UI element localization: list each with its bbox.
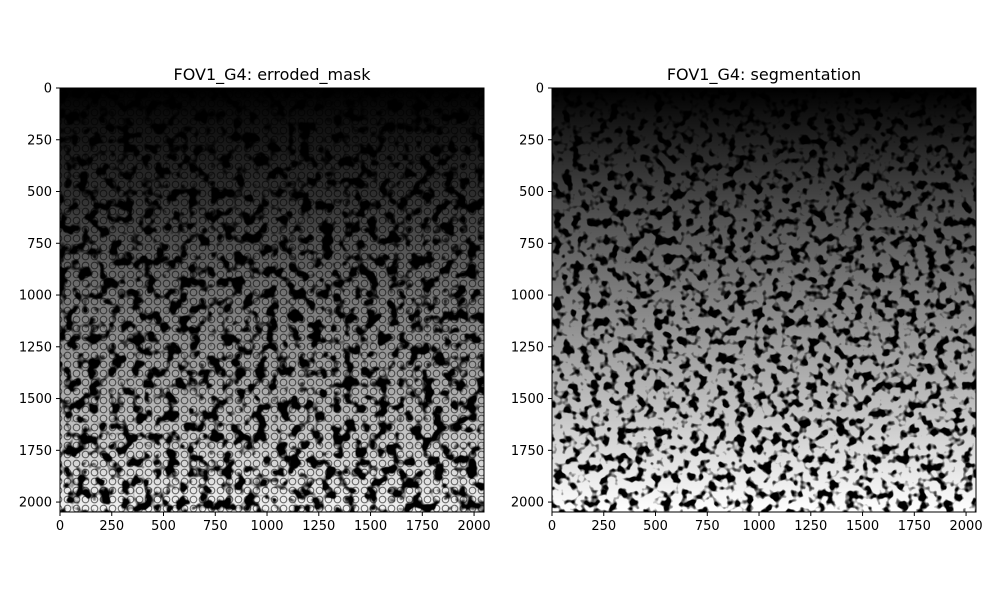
y-tick-label: 1000 (19, 289, 52, 304)
y-tick-label: 1250 (19, 340, 52, 355)
y-tick-label: 500 (519, 185, 544, 200)
y-tick-label: 1750 (511, 444, 544, 459)
y-tick-label: 2000 (511, 496, 544, 511)
y-tick-label: 1250 (511, 340, 544, 355)
x-tick-label: 2000 (950, 519, 983, 534)
x-tick-label: 1750 (406, 519, 439, 534)
axes-frame (59, 87, 485, 513)
x-tick-label: 500 (643, 519, 668, 534)
x-tick-label: 500 (151, 519, 176, 534)
chart-title: FOV1_G4: segmentation (667, 65, 861, 85)
y-tick-label: 750 (27, 237, 52, 252)
y-tick-label: 1500 (19, 392, 52, 407)
y-tick-label: 250 (27, 133, 52, 148)
x-tick-label: 0 (56, 519, 64, 534)
x-tick-label: 1500 (846, 519, 879, 534)
x-tick-label: 1750 (898, 519, 931, 534)
chart-title: FOV1_G4: erroded_mask (174, 65, 372, 85)
y-tick-label: 1500 (511, 392, 544, 407)
y-tick-label: 1750 (19, 444, 52, 459)
y-tick-label: 750 (519, 237, 544, 252)
x-tick-label: 1250 (302, 519, 335, 534)
x-tick-label: 1000 (742, 519, 775, 534)
y-tick-label: 0 (536, 82, 544, 97)
x-tick-label: 0 (548, 519, 556, 534)
y-tick-label: 250 (519, 133, 544, 148)
x-tick-label: 750 (695, 519, 720, 534)
background-gaps (60, 88, 484, 512)
x-tick-label: 1250 (794, 519, 827, 534)
x-tick-label: 250 (591, 519, 616, 534)
y-tick-label: 0 (44, 82, 52, 97)
x-tick-label: 750 (203, 519, 228, 534)
image-heatmap (552, 88, 976, 512)
x-tick-label: 1000 (250, 519, 283, 534)
x-tick-label: 250 (99, 519, 124, 534)
axes-segmentation: FOV1_G4: segmentation 0 250 500 750 1000 1250 1… (511, 65, 983, 534)
background-gaps (552, 88, 976, 512)
y-tick-label: 2000 (19, 496, 52, 511)
axes-frame (551, 87, 977, 513)
x-tick-label: 1500 (354, 519, 387, 534)
y-tick-label: 1000 (511, 289, 544, 304)
x-tick-label: 2000 (458, 519, 491, 534)
axes-erroded-mask: FOV1_G4: erroded_mask 0 250 500 750 1000 1250 1… (19, 65, 491, 534)
image-heatmap (60, 88, 484, 512)
y-tick-label: 500 (27, 185, 52, 200)
